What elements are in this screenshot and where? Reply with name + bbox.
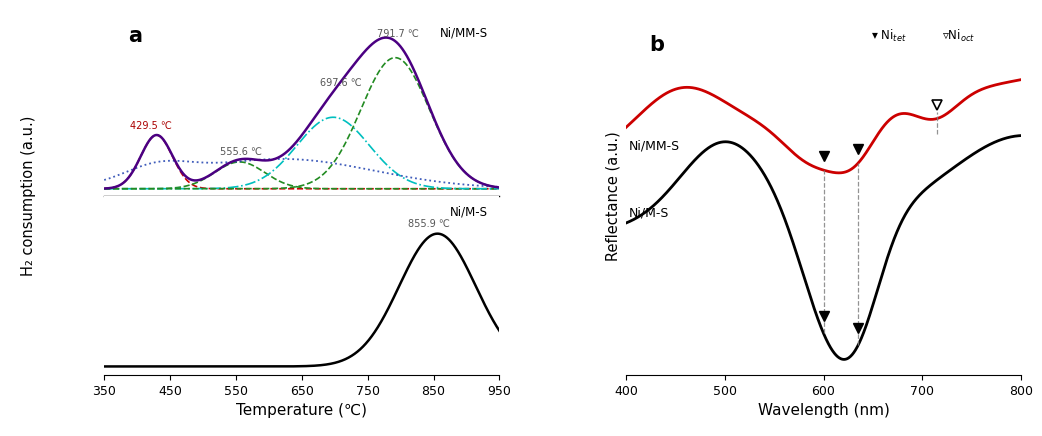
X-axis label: Wavelength (nm): Wavelength (nm) <box>758 403 890 418</box>
Text: 697.6 ℃: 697.6 ℃ <box>320 78 362 88</box>
Text: Ni/M-S: Ni/M-S <box>629 207 669 220</box>
Text: Ni/M-S: Ni/M-S <box>449 205 488 218</box>
Text: 855.9 ℃: 855.9 ℃ <box>407 219 450 229</box>
Text: a: a <box>128 26 142 46</box>
Text: Ni/MM-S: Ni/MM-S <box>440 26 488 39</box>
Text: b: b <box>649 35 665 55</box>
Text: 429.5 ℃: 429.5 ℃ <box>130 121 172 131</box>
X-axis label: Temperature (℃): Temperature (℃) <box>237 403 368 418</box>
Text: 555.6 ℃: 555.6 ℃ <box>220 147 262 157</box>
Text: 791.7 ℃: 791.7 ℃ <box>377 29 419 39</box>
Text: H₂ consumption (a.u.): H₂ consumption (a.u.) <box>21 116 35 276</box>
Text: $\triangledown$Ni$_{oct}$: $\triangledown$Ni$_{oct}$ <box>942 28 975 44</box>
Text: Ni/MM-S: Ni/MM-S <box>629 139 680 152</box>
Y-axis label: Reflectance (a.u.): Reflectance (a.u.) <box>605 131 620 261</box>
Text: $\blacktriangledown$ Ni$_{tet}$: $\blacktriangledown$ Ni$_{tet}$ <box>871 28 907 44</box>
